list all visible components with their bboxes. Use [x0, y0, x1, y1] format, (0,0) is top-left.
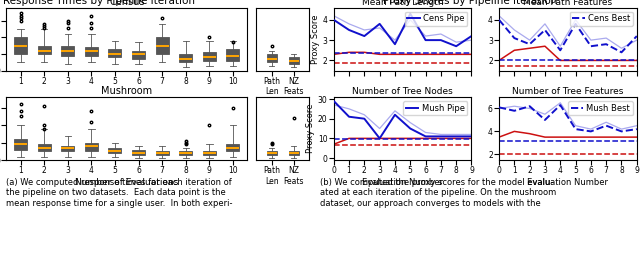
Title: Mean Path Length: Mean Path Length	[362, 0, 444, 7]
Cens Pipe	[376, 22, 383, 25]
Cens Pipe	[468, 35, 476, 38]
Cens Best	[602, 43, 610, 46]
Cens Best	[541, 28, 548, 31]
Cens Pipe	[406, 12, 414, 15]
Cens Pipe	[437, 39, 445, 42]
X-axis label: Number of Evaluations: Number of Evaluations	[75, 178, 179, 187]
Title: Mean Path Features: Mean Path Features	[524, 0, 612, 7]
Line: Mush Pipe: Mush Pipe	[333, 101, 472, 138]
PathPatch shape	[227, 49, 239, 61]
X-axis label: Evaluation Number: Evaluation Number	[362, 178, 443, 187]
Legend: Mush Best: Mush Best	[568, 101, 632, 115]
Text: Proxy Scores by Pipeline Iteration: Proxy Scores by Pipeline Iteration	[383, 0, 557, 6]
Mush Pipe	[452, 135, 460, 138]
Mush Pipe	[360, 117, 368, 120]
Mush Pipe	[330, 100, 337, 103]
PathPatch shape	[203, 52, 216, 61]
PathPatch shape	[203, 151, 216, 155]
Y-axis label: Proxy Score: Proxy Score	[306, 104, 315, 153]
PathPatch shape	[132, 150, 145, 155]
Cens Best	[511, 37, 518, 40]
Cens Pipe	[360, 35, 368, 38]
Mush Best	[541, 118, 548, 121]
PathPatch shape	[14, 37, 27, 54]
Cens Best	[618, 51, 625, 54]
Text: Response Times by Pipeline Iteration: Response Times by Pipeline Iteration	[3, 0, 195, 6]
Mush Best	[511, 109, 518, 112]
Cens Best	[572, 22, 579, 25]
Mush Best	[618, 130, 625, 133]
Title: Mushroom: Mushroom	[101, 86, 152, 96]
X-axis label: Evaluation Number: Evaluation Number	[527, 178, 609, 187]
PathPatch shape	[85, 142, 98, 151]
PathPatch shape	[38, 46, 51, 54]
Mush Pipe	[406, 127, 414, 130]
Legend: Cens Pipe: Cens Pipe	[405, 12, 467, 26]
Cens Pipe	[452, 45, 460, 48]
Mush Best	[556, 104, 564, 107]
Mush Best	[587, 130, 595, 133]
Mush Best	[602, 124, 610, 127]
Title: Number of Tree Nodes: Number of Tree Nodes	[352, 87, 453, 96]
Mush Best	[633, 128, 640, 131]
Cens Best	[526, 43, 534, 46]
Cens Best	[556, 49, 564, 52]
PathPatch shape	[267, 54, 276, 62]
PathPatch shape	[85, 47, 98, 56]
PathPatch shape	[109, 49, 122, 57]
Mush Pipe	[376, 137, 383, 140]
PathPatch shape	[14, 139, 27, 150]
Legend: Mush Pipe: Mush Pipe	[403, 101, 467, 115]
PathPatch shape	[109, 148, 122, 153]
Mush Best	[495, 106, 503, 109]
Line: Cens Pipe: Cens Pipe	[333, 14, 472, 46]
Mush Pipe	[422, 135, 429, 138]
Text: (a) We computed response times for each iteration of
the pipeline on two dataset: (a) We computed response times for each …	[6, 178, 233, 208]
PathPatch shape	[61, 46, 74, 56]
Mush Best	[572, 128, 579, 131]
PathPatch shape	[267, 151, 276, 155]
Cens Best	[495, 18, 503, 21]
Title: Census: Census	[109, 0, 145, 7]
Line: Cens Best: Cens Best	[499, 20, 637, 52]
PathPatch shape	[289, 57, 299, 64]
Cens Best	[633, 35, 640, 38]
PathPatch shape	[132, 51, 145, 59]
PathPatch shape	[61, 146, 74, 151]
Cens Pipe	[330, 18, 337, 21]
PathPatch shape	[227, 144, 239, 151]
Mush Pipe	[391, 113, 399, 116]
Title: Number of Tree Features: Number of Tree Features	[512, 87, 623, 96]
PathPatch shape	[289, 151, 299, 155]
Mush Best	[526, 105, 534, 108]
Mush Pipe	[468, 135, 476, 138]
Text: (b) We computed the proxy scores for the model evalu-
ated at each iteration of : (b) We computed the proxy scores for the…	[320, 178, 556, 208]
Line: Mush Best: Mush Best	[499, 105, 637, 131]
Cens Pipe	[391, 43, 399, 46]
PathPatch shape	[156, 151, 169, 155]
Mush Pipe	[345, 115, 353, 118]
Mush Pipe	[437, 135, 445, 138]
Cens Pipe	[345, 28, 353, 31]
PathPatch shape	[179, 54, 192, 62]
PathPatch shape	[179, 151, 192, 155]
Y-axis label: Proxy Score: Proxy Score	[311, 14, 320, 64]
PathPatch shape	[38, 144, 51, 151]
PathPatch shape	[156, 37, 169, 54]
Cens Best	[587, 45, 595, 48]
Legend: Cens Best: Cens Best	[570, 12, 632, 26]
Cens Pipe	[422, 39, 429, 42]
